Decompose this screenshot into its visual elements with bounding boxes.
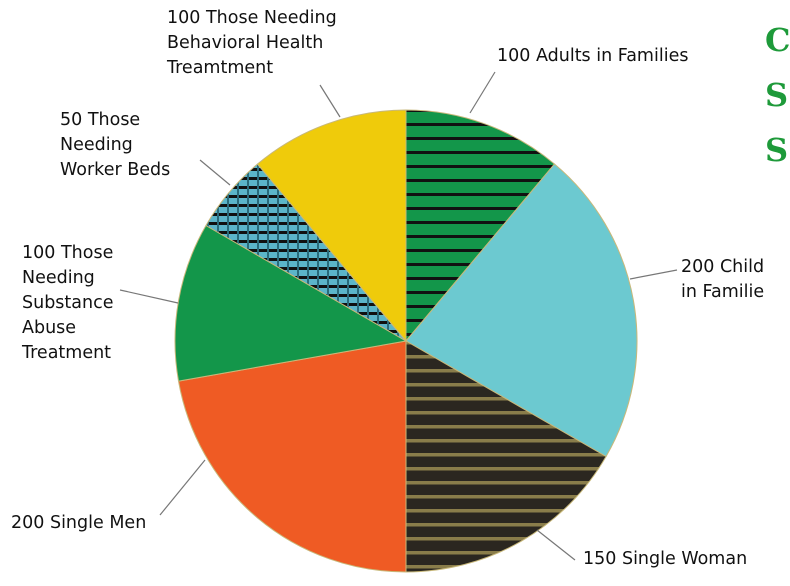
title-fragment-1: C [765,21,790,59]
leader-line-adults-in-families [469,71,496,114]
pie-slice-single-men [177,340,407,573]
label-children-in-families: 200 Child in Familie [681,257,765,302]
leader-line-single-men [159,459,206,516]
label-adults-in-families: 100 Adults in Families [497,46,689,66]
leader-line-children-in-families [629,269,678,280]
pie-slices [174,109,638,573]
leader-lines [119,71,678,561]
label-single-woman: 150 Single Woman [583,549,748,569]
leader-line-substance-abuse [119,289,179,304]
leader-line-behavioral-health [319,84,341,118]
label-worker-beds: 50 Those Needing Worker Beds [60,110,171,180]
label-behavioral-health: 100 Those Needing Behavioral Health Trea… [167,8,337,78]
pie-slice-children-in-families [405,163,638,458]
pie-slice-adults-in-families [405,109,556,343]
leader-line-single-woman [536,529,576,561]
leader-line-worker-beds [199,159,231,186]
pie-slice-single-woman [405,340,607,573]
title-fragment-2: S [765,76,789,114]
pie-slice-substance-abuse [174,224,408,382]
pie-slice-behavioral-health [256,109,407,343]
label-single-men: 200 Single Men [11,513,147,533]
title-fragment-3: S [765,131,789,169]
label-substance-abuse: 100 Those Needing Substance Abuse Treatm… [22,243,114,363]
